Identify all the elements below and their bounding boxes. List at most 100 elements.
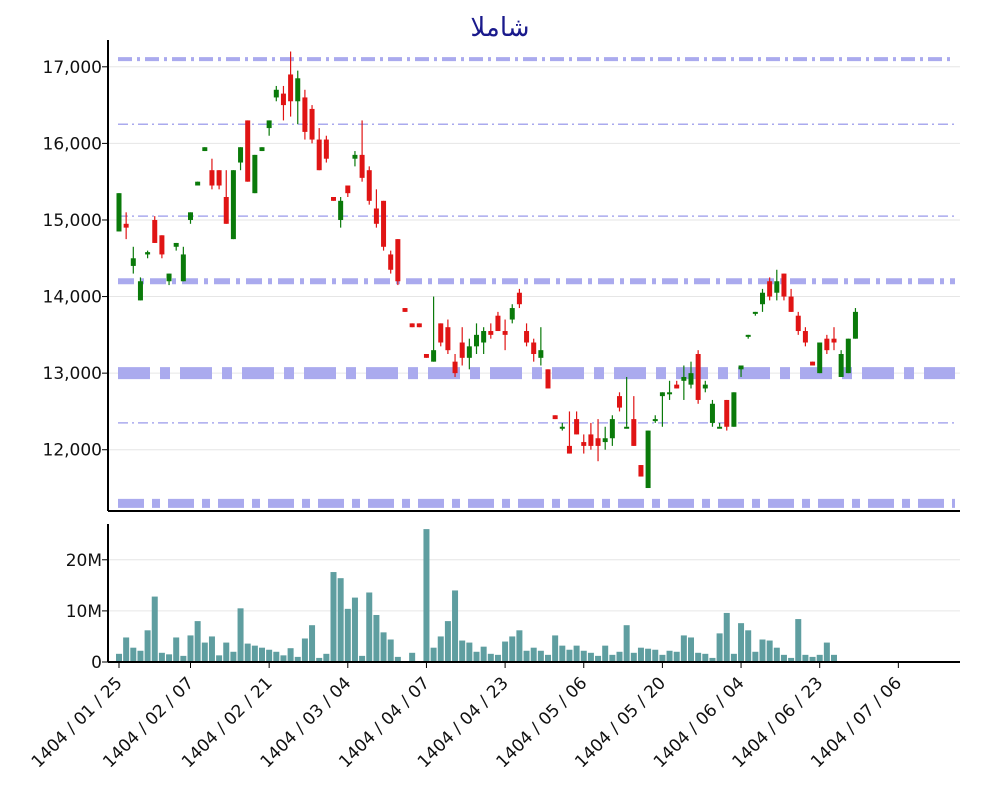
volume-bar — [437, 636, 444, 662]
candle-up — [681, 365, 687, 400]
candle-body — [209, 170, 215, 186]
candle-up — [731, 392, 737, 427]
candle-down — [416, 323, 422, 328]
candle-down — [381, 200, 387, 251]
candle-body — [509, 308, 515, 320]
candle-up — [602, 426, 608, 450]
candle-body — [423, 354, 429, 358]
volume-bar — [409, 652, 416, 662]
candle-down — [452, 354, 458, 377]
candle-body — [452, 361, 458, 374]
volume-tick-label: 10M — [66, 602, 102, 622]
candle-body — [373, 208, 379, 224]
candle-down — [309, 105, 315, 144]
volume-bar — [244, 643, 251, 662]
candle-body — [359, 154, 365, 178]
price-tick-label: 12,000 — [43, 441, 102, 461]
candle-up — [180, 246, 186, 282]
candle-up — [645, 430, 651, 489]
candle-body — [245, 120, 251, 182]
candle-up — [166, 273, 172, 286]
candles-group — [116, 51, 858, 489]
volume-bar — [730, 653, 737, 662]
volume-bar — [609, 654, 616, 662]
volume-bar — [337, 578, 344, 662]
candle-body — [323, 139, 329, 159]
volume-bar — [359, 655, 366, 662]
candle-body — [531, 342, 537, 354]
volume-bar — [616, 651, 623, 662]
candle-body — [724, 399, 730, 427]
volume-bar — [208, 636, 215, 662]
candle-body — [280, 93, 286, 106]
volume-bar — [823, 642, 830, 662]
volume-bar — [158, 652, 165, 662]
candle-body — [652, 419, 658, 422]
candle-body — [538, 350, 544, 358]
candle-body — [709, 403, 715, 423]
volume-bar — [294, 656, 301, 662]
candle-down — [223, 170, 229, 224]
candle-down — [302, 89, 308, 140]
volume-bar — [452, 590, 459, 662]
candle-body — [574, 419, 580, 435]
volume-bar — [280, 655, 287, 662]
candle-down — [524, 323, 530, 347]
volume-bar — [180, 655, 187, 662]
candle-down — [323, 135, 329, 163]
volume-bar — [788, 657, 795, 662]
volume-bar — [545, 654, 551, 662]
volume-bar — [394, 656, 401, 662]
volume-bar — [173, 637, 180, 662]
candle-down — [245, 120, 251, 182]
candle-body — [295, 78, 301, 102]
candle-down — [581, 434, 587, 454]
volume-bar — [509, 636, 516, 662]
volume-bar — [301, 638, 308, 662]
candle-body — [617, 396, 622, 408]
volume-bar — [137, 650, 144, 662]
volume-bar — [766, 640, 773, 662]
candle-up — [752, 311, 758, 316]
candle-body — [788, 296, 794, 312]
candle-body — [216, 170, 222, 186]
candle-up — [717, 422, 723, 429]
volume-bar — [130, 647, 137, 662]
volume-bar — [530, 647, 537, 662]
candle-body — [345, 185, 351, 194]
volume-bar — [659, 654, 666, 662]
volume-bar — [230, 651, 237, 662]
candle-body — [745, 334, 751, 337]
volume-bar — [709, 657, 716, 662]
candle-up — [273, 85, 279, 102]
volume-bar — [380, 632, 387, 662]
candle-body — [466, 346, 472, 358]
volume-bar — [487, 653, 494, 662]
candle-body — [309, 108, 315, 140]
candle-body — [123, 223, 129, 228]
volume-bar — [587, 652, 594, 662]
volume-bar — [523, 650, 530, 662]
volume-bar — [780, 654, 787, 662]
volume-bar — [259, 647, 265, 662]
candle-body — [481, 331, 487, 343]
volume-bar — [459, 640, 466, 662]
price-tick-label: 14,000 — [43, 288, 102, 308]
axes — [107, 40, 960, 663]
candle-down — [531, 338, 537, 362]
candle-body — [195, 181, 201, 186]
candle-body — [795, 315, 801, 332]
candle-body — [824, 338, 830, 351]
candle-up — [130, 246, 136, 274]
candle-down — [373, 189, 379, 228]
volume-bar — [688, 637, 694, 662]
volume-bar — [480, 646, 487, 662]
candle-body — [431, 350, 437, 362]
volume-bar — [423, 529, 430, 662]
candle-body — [338, 200, 344, 220]
candle-up — [252, 154, 258, 194]
candle-up — [352, 151, 358, 167]
volume-bar — [494, 654, 501, 662]
volume-gridlines — [108, 559, 960, 612]
